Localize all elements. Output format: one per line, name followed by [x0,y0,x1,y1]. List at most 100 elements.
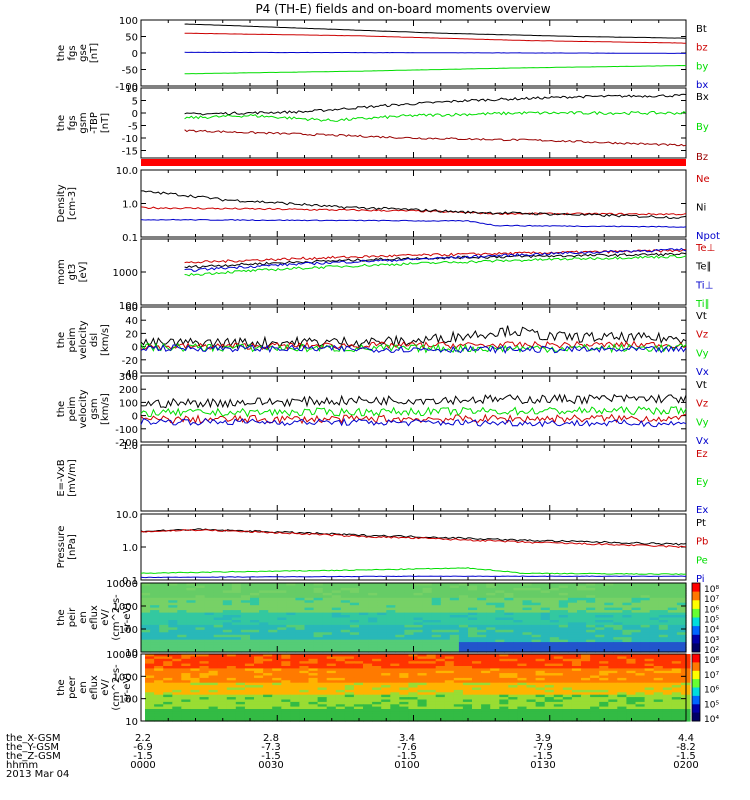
spectrogram-cell [526,699,537,703]
spectrogram-cell [286,585,296,589]
spectrogram-cell [495,592,505,596]
spectrogram-cell [522,583,533,587]
spectrogram-cell [622,585,633,589]
spectrogram-cell [195,620,206,624]
spectrogram-cell [390,666,400,669]
spectrogram-cell [186,597,197,601]
spectrogram-cell [272,694,282,698]
ephemeris-value: -7.3 [261,742,281,753]
spectrogram-cell [422,644,433,648]
spectrogram-cell [313,597,324,601]
spectrogram-cell [595,637,605,641]
spectrogram-cell [340,605,351,609]
spectrogram-cell [299,663,310,667]
spectrogram-cell [304,600,315,604]
spectrogram-cell [290,673,300,677]
spectrogram-cell [268,620,278,624]
spectrogram-cell [390,694,400,698]
spectrogram-cell [608,704,618,708]
spectrogram-cell [313,639,324,643]
spectrogram-cell [322,602,333,606]
spectrogram-cell [635,673,646,677]
spectrogram-cell [444,697,455,701]
spectrogram-cell [462,713,473,717]
spectrogram-cell [204,583,215,587]
spectrogram-cell [399,682,409,686]
spectrogram-cell [653,701,664,705]
spectrogram-cell [235,658,246,662]
spectrogram-cell [649,605,660,609]
spectrogram-cell [490,706,500,710]
spectrogram-cell [544,685,555,689]
spectrogram-cell [462,689,473,693]
spectrogram-cell [540,587,551,591]
spectrogram-cell [150,634,160,638]
spectrogram-cell [608,713,618,717]
spectrogram-cell [649,634,660,638]
spectrogram-cell [240,620,251,624]
spectrogram-cell [308,675,319,679]
spectrogram-cell [286,587,296,591]
spectrogram-cell [608,709,618,712]
spectrogram-cell [671,706,682,710]
spectrogram-cell [477,649,487,653]
spectrogram-cell [626,666,637,669]
spectrogram-cell [399,709,409,712]
spectrogram-cell [676,647,687,651]
spectrogram-cell [277,642,287,646]
spectrogram-cell [495,632,505,636]
spectrogram-cell [240,634,251,638]
spectrogram-cell [368,585,378,589]
spectrogram-cell [386,642,396,646]
series-line-bx [184,51,686,54]
spectrogram-cell [526,709,537,712]
spectrogram-cell [649,597,660,601]
spectrogram-cell [177,597,187,601]
y-tick-label: 100 [119,301,138,312]
spectrogram-cell [535,718,546,722]
spectrogram-cell [613,624,623,628]
spectrogram-cell [177,624,187,628]
spectrogram-cell [435,704,446,708]
spectrogram-cell [504,607,514,611]
spectrogram-cell [671,670,682,674]
spectrogram-cell [604,585,614,589]
spectrogram-cell [658,632,669,636]
spectrogram-cell [163,677,173,681]
spectrogram-cell [177,617,187,621]
spectrogram-cell [586,642,596,646]
legend-entry: Bt [696,24,707,35]
spectrogram-cell [308,654,319,657]
spectrogram-cell [277,587,287,591]
spectrogram-cell [344,661,355,665]
spectrogram-cell [163,670,173,674]
spectrogram-cell [604,612,614,616]
spectrogram-cell [263,685,273,689]
date-label: 2013 Mar 04 [6,769,69,780]
spectrogram-cell [344,701,355,705]
spectrogram-cell [544,701,555,705]
spectrogram-cell [399,666,409,669]
spectrogram-cell [326,716,337,720]
spectrogram-cell [313,600,324,604]
spectrogram-cell [390,699,400,703]
spectrogram-cell [377,610,387,614]
spectrogram-cell [322,634,333,638]
spectrogram-cell [531,644,542,648]
spectrogram-cell [240,597,251,601]
spectrogram-cell [586,627,596,631]
spectrogram-cell [513,642,524,646]
spectrogram-cell [581,701,591,705]
spectrogram-cell [268,592,278,596]
spectrogram-cell [490,666,500,669]
spectrogram-cell [444,654,455,657]
y-axis-label-line: velocity [78,320,89,359]
spectrogram-cell [462,711,473,715]
spectrogram-cell [340,642,351,646]
spectrogram-cell [286,590,296,594]
spectrogram-cell [168,617,178,621]
spectrogram-cell [604,605,614,609]
spectrogram-cell [640,634,651,638]
spectrogram-cell [226,699,237,703]
spectrogram-cell [472,654,482,657]
